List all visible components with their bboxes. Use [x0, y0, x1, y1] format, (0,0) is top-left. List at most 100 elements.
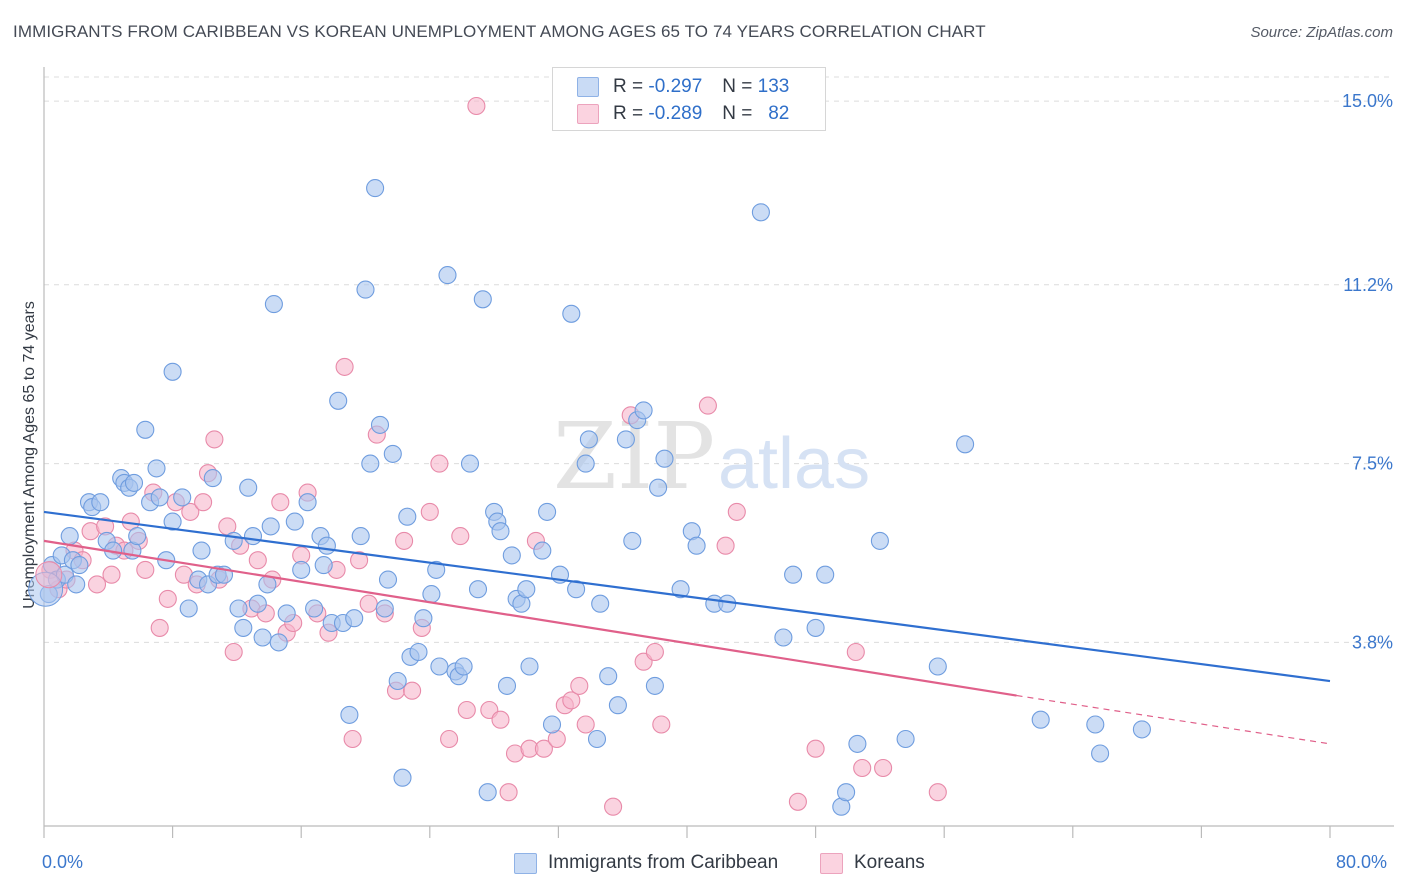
korean-point	[853, 758, 872, 778]
caribbean-point	[1132, 720, 1151, 739]
korean-point	[727, 502, 746, 521]
series-legend-caribbean: Immigrants from Caribbean	[514, 852, 778, 874]
caribbean-point	[751, 203, 770, 222]
korean-point	[645, 642, 664, 662]
korean-point	[248, 551, 267, 570]
data-points	[28, 96, 1151, 816]
caribbean-point	[239, 478, 258, 497]
caribbean-point	[538, 502, 557, 521]
caribbean-point	[229, 599, 248, 618]
y-tick-label: 15.0%	[1342, 91, 1393, 111]
series-swatch-koreans	[820, 852, 843, 874]
caribbean-point	[562, 304, 581, 323]
caribbean-point	[340, 705, 359, 724]
korean-point	[576, 715, 595, 734]
korean-point	[420, 502, 439, 521]
caribbean-point	[234, 618, 253, 637]
caribbean-trend-line	[43, 510, 1331, 683]
caribbean-point	[329, 391, 348, 410]
caribbean-point	[136, 420, 155, 439]
korean-point	[451, 527, 470, 546]
caribbean-point	[192, 541, 211, 560]
caribbean-point	[579, 430, 598, 449]
caribbean-point	[163, 512, 182, 531]
korean-point	[570, 676, 589, 695]
caribbean-point	[253, 628, 272, 647]
korean-point	[181, 502, 200, 521]
caribbean-point	[179, 599, 198, 618]
gridlines	[44, 76, 1394, 643]
caribbean-point	[896, 729, 915, 749]
korean-point	[491, 710, 510, 729]
caribbean-point	[427, 560, 446, 579]
x-tick-label-min: 0.0%	[42, 852, 84, 872]
legend-swatch-koreans	[577, 104, 599, 124]
y-tick-label: 11.2%	[1343, 275, 1393, 295]
caribbean-point	[1031, 710, 1050, 729]
korean-point	[150, 618, 169, 637]
caribbean-point	[203, 469, 222, 488]
caribbean-point	[520, 657, 539, 676]
caribbean-point	[128, 527, 147, 546]
caribbean-point	[409, 642, 428, 662]
caribbean-point	[533, 541, 552, 560]
korean-point	[928, 783, 947, 802]
caribbean-point	[345, 609, 364, 628]
legend-n-label: N =	[722, 103, 753, 124]
korean-point	[652, 715, 671, 734]
caribbean-point	[542, 715, 562, 734]
caribbean-point	[285, 512, 304, 531]
watermark-atlas: atlas	[718, 424, 870, 504]
korean-point	[534, 739, 553, 758]
legend-r-value: -0.297	[648, 76, 703, 97]
korean-point	[350, 551, 369, 570]
korean-trend-extension	[1016, 694, 1331, 745]
korean-point	[716, 536, 735, 555]
korean-trend-line	[43, 539, 1017, 697]
legend-row-caribbean: R = -0.297 N = 133	[577, 75, 789, 99]
korean-point	[224, 642, 243, 662]
korean-point	[499, 783, 518, 802]
korean-point	[87, 575, 107, 594]
korean-point	[136, 560, 155, 579]
caribbean-point	[414, 609, 433, 628]
caribbean-point	[261, 517, 280, 536]
caribbean-point	[645, 676, 664, 695]
caribbean-point	[468, 580, 488, 599]
caribbean-point	[147, 459, 166, 478]
caribbean-point	[517, 580, 536, 599]
x-tick-label-max: 80.0%	[1336, 852, 1388, 872]
series-label-caribbean: Immigrants from Caribbean	[548, 852, 779, 873]
y-tick-label: 3.8%	[1352, 632, 1393, 652]
caribbean-point	[454, 657, 473, 676]
korean-point	[467, 96, 486, 116]
caribbean-point	[388, 671, 407, 691]
caribbean-point	[587, 729, 607, 749]
legend-r-value: -0.289	[648, 103, 703, 124]
caribbean-point	[243, 527, 263, 546]
caribbean-point	[502, 546, 521, 565]
caribbean-point	[269, 633, 288, 652]
caribbean-point	[478, 783, 497, 802]
caribbean-point	[928, 657, 947, 676]
caribbean-point	[616, 430, 635, 449]
legend-n-value: 133	[757, 76, 790, 97]
caribbean-point	[398, 507, 417, 526]
korean-point	[335, 357, 354, 376]
legend-n-label: N =	[722, 76, 753, 97]
caribbean-point	[491, 522, 510, 541]
legend-row-koreans: R = -0.289 N = 82	[577, 102, 789, 126]
korean-point	[698, 396, 717, 415]
korean-point	[562, 691, 581, 710]
caribbean-point	[687, 536, 706, 555]
caribbean-point	[634, 401, 653, 420]
y-tick-label: 7.5%	[1352, 454, 1393, 474]
caribbean-point	[383, 444, 402, 463]
caribbean-point	[473, 290, 492, 309]
caribbean-point	[591, 594, 610, 613]
caribbean-point	[173, 488, 192, 507]
axes	[43, 67, 1394, 838]
series-legend-koreans: Koreans	[820, 852, 925, 874]
caribbean-point	[163, 362, 182, 381]
